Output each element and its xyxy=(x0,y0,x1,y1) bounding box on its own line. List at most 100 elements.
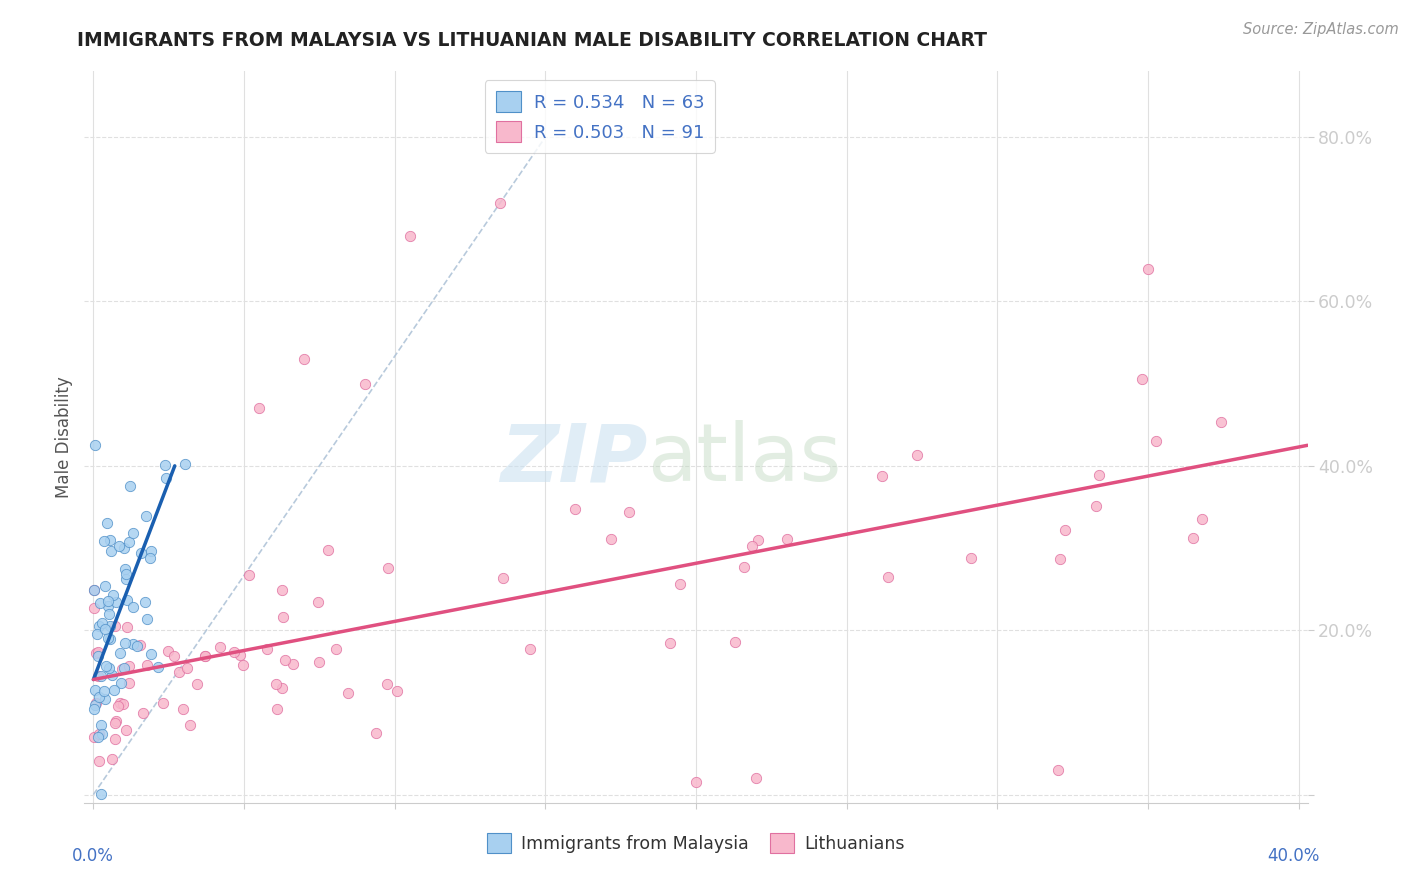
Point xyxy=(97,632,120,646)
Point xyxy=(86,627,108,641)
Point xyxy=(84,646,107,660)
Point xyxy=(271,610,294,624)
Point xyxy=(117,676,139,690)
Point xyxy=(114,566,136,581)
Point xyxy=(98,661,121,675)
Text: atlas: atlas xyxy=(647,420,841,498)
Point xyxy=(337,686,360,700)
Point xyxy=(685,775,707,789)
Point xyxy=(87,754,110,768)
Point xyxy=(89,596,111,610)
Point xyxy=(194,649,217,664)
Point xyxy=(489,195,512,210)
Point xyxy=(1087,467,1109,482)
Point xyxy=(83,601,105,615)
Point xyxy=(167,665,190,679)
Point xyxy=(101,588,124,602)
Point xyxy=(114,723,136,738)
Point xyxy=(136,658,159,673)
Point xyxy=(83,582,105,597)
Point xyxy=(98,619,121,633)
Point xyxy=(375,677,398,691)
Point xyxy=(97,594,120,608)
Point xyxy=(108,696,131,710)
Point xyxy=(87,645,110,659)
Point xyxy=(139,551,162,566)
Point xyxy=(519,641,541,656)
Point xyxy=(186,677,208,691)
Point xyxy=(564,502,586,516)
Text: IMMIGRANTS FROM MALAYSIA VS LITHUANIAN MALE DISABILITY CORRELATION CHART: IMMIGRANTS FROM MALAYSIA VS LITHUANIAN M… xyxy=(77,31,987,50)
Point xyxy=(134,595,156,609)
Point xyxy=(101,751,124,765)
Point xyxy=(960,550,983,565)
Point xyxy=(264,677,287,691)
Point xyxy=(155,458,177,472)
Point xyxy=(104,716,127,731)
Point xyxy=(104,714,127,728)
Point xyxy=(83,702,105,716)
Point xyxy=(194,649,217,664)
Point xyxy=(84,682,107,697)
Point xyxy=(135,508,157,523)
Point xyxy=(86,648,108,663)
Point xyxy=(114,562,136,576)
Point xyxy=(115,592,138,607)
Point xyxy=(118,479,141,493)
Point xyxy=(89,727,111,741)
Point xyxy=(659,636,682,650)
Point xyxy=(1211,416,1233,430)
Point xyxy=(599,532,621,546)
Point xyxy=(724,635,747,649)
Point xyxy=(247,401,270,416)
Point xyxy=(877,570,900,584)
Point xyxy=(281,657,304,671)
Point xyxy=(870,469,893,483)
Point xyxy=(93,622,115,636)
Point xyxy=(103,683,125,698)
Point xyxy=(366,726,388,740)
Point xyxy=(377,560,399,574)
Point xyxy=(179,718,201,732)
Point xyxy=(91,616,114,631)
Point xyxy=(89,618,111,632)
Point xyxy=(93,579,115,593)
Text: 0.0%: 0.0% xyxy=(72,847,114,864)
Point xyxy=(87,690,110,704)
Point xyxy=(118,535,141,549)
Point xyxy=(84,698,107,712)
Point xyxy=(128,638,150,652)
Point xyxy=(110,676,132,690)
Point xyxy=(163,648,186,663)
Point xyxy=(316,543,339,558)
Point xyxy=(292,351,315,366)
Point xyxy=(747,533,769,548)
Point xyxy=(127,639,149,653)
Point xyxy=(103,731,125,746)
Point xyxy=(387,684,409,698)
Point xyxy=(353,376,375,391)
Point xyxy=(118,658,141,673)
Point xyxy=(115,619,138,633)
Point xyxy=(122,599,145,614)
Point xyxy=(1130,372,1153,386)
Point xyxy=(97,599,120,613)
Point xyxy=(271,681,294,695)
Point xyxy=(112,541,135,555)
Point xyxy=(97,607,120,621)
Point xyxy=(104,619,127,633)
Point xyxy=(101,668,124,682)
Point xyxy=(307,595,329,609)
Text: 40.0%: 40.0% xyxy=(1267,847,1320,864)
Point xyxy=(98,632,121,646)
Point xyxy=(84,438,107,452)
Point xyxy=(84,696,107,710)
Y-axis label: Male Disability: Male Disability xyxy=(55,376,73,498)
Point xyxy=(121,637,143,651)
Point xyxy=(238,568,260,582)
Point xyxy=(669,577,692,591)
Point xyxy=(157,644,180,658)
Point xyxy=(155,470,177,484)
Point xyxy=(325,641,347,656)
Point xyxy=(208,640,231,654)
